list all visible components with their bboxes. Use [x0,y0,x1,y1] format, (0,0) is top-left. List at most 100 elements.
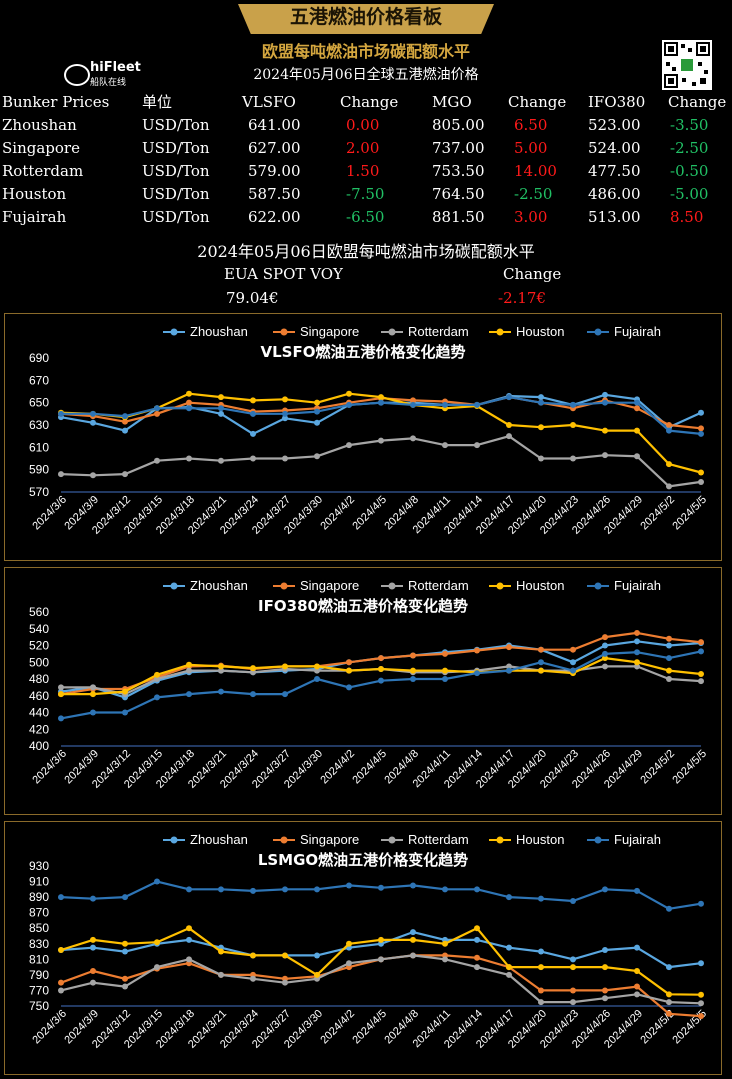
ifo380-change: -0.50 [670,161,709,180]
table-row: Rotterdam USD/Ton 579.00 1.50 753.50 14.… [2,159,728,182]
y-tick-label: 810 [29,952,49,966]
x-tick-label: 2024/5/2 [638,494,677,533]
data-point-houston [250,665,256,672]
data-point-fujairah [634,399,640,406]
data-point-zhoushan [410,929,416,936]
data-point-rotterdam [634,663,640,670]
x-tick-label: 2024/3/6 [30,1008,69,1047]
lsmgo-chart-panel: Zhoushan Singapore Rotterdam Houston Fujaira… [4,821,722,1075]
data-point-zhoushan [602,391,608,398]
data-point-fujairah [410,401,416,408]
data-point-houston [698,670,704,677]
data-point-fujairah [698,900,704,907]
legend-label: Rotterdam [408,578,469,593]
data-point-rotterdam [218,971,224,978]
data-point-zhoushan [634,638,640,645]
y-tick-label: 590 [29,463,49,477]
legend-marker [594,582,602,590]
y-tick-label: 790 [29,968,49,982]
col-header-ifo380-change: Change [668,92,727,111]
board-subtitle: 欧盟每吨燃油市场碳配额水平 [261,42,470,61]
data-point-houston [186,925,192,932]
data-point-houston [570,964,576,971]
data-point-houston [186,661,192,668]
table-row: Singapore USD/Ton 627.00 2.00 737.00 5.0… [2,136,728,159]
data-point-fujairah [410,676,416,682]
y-tick-label: 930 [29,859,49,873]
data-point-singapore [634,629,640,636]
table-header-row: Bunker Prices 单位 VLSFO Change MGO Change… [2,90,728,113]
data-point-rotterdam [218,457,224,464]
data-point-houston [346,667,352,674]
data-point-zhoushan [698,409,704,416]
data-point-rotterdam [538,999,544,1006]
qr-code-icon [662,40,712,90]
data-point-rotterdam [410,952,416,959]
mgo-change: 14.00 [514,161,557,180]
data-point-houston [602,427,608,434]
data-point-rotterdam [154,457,160,464]
vlsfo-price: 627.00 [248,138,301,157]
data-point-rotterdam [282,979,288,986]
vlsfo-change: 0.00 [346,115,380,134]
data-point-fujairah [154,878,160,885]
legend-marker [388,582,396,590]
legend-marker [496,582,504,590]
eua-change-label: Change [503,265,562,283]
data-point-zhoushan [602,947,608,953]
data-point-rotterdam [314,453,320,460]
data-point-singapore [474,954,480,961]
y-tick-label: 460 [29,689,49,703]
lsmgo-chart: Zhoushan Singapore Rotterdam Houston Fujaira… [29,832,709,1051]
series-line-fujairah [60,650,702,720]
data-point-rotterdam [346,960,352,967]
data-point-rotterdam [122,471,128,478]
data-point-fujairah [218,886,224,893]
unit: USD/Ton [142,184,210,203]
data-point-fujairah [186,691,192,698]
data-point-zhoushan [602,642,608,649]
data-point-houston [122,940,128,947]
legend-label: Zhoushan [190,578,248,593]
ship-wheel-icon [64,64,90,86]
vlsfo-change: 1.50 [346,161,380,180]
data-point-houston [218,663,224,670]
y-tick-label: 910 [29,875,49,889]
data-point-singapore [634,983,640,990]
data-point-fujairah [314,408,320,415]
data-point-zhoushan [314,419,320,426]
data-point-fujairah [186,405,192,412]
y-tick-label: 570 [29,485,49,499]
ifo380-chart-panel: Zhoushan Singapore Rotterdam Houston Fujaira… [4,567,722,815]
data-point-fujairah [314,886,320,893]
hifleet-logo: hiFleet 船队在线 [60,60,160,88]
data-point-rotterdam [410,435,416,442]
data-point-fujairah [666,905,672,912]
data-point-rotterdam [378,437,384,444]
data-point-rotterdam [154,964,160,971]
legend-marker [280,836,288,844]
y-tick-label: 750 [29,999,49,1013]
data-point-zhoushan [250,430,256,437]
col-header-mgo-change: Change [508,92,567,111]
data-point-zhoushan [634,944,640,951]
data-point-houston [314,399,320,406]
data-point-fujairah [410,882,416,889]
table-row: Houston USD/Ton 587.50 -7.50 764.50 -2.5… [2,182,728,205]
data-point-fujairah [506,894,512,901]
data-point-rotterdam [58,471,64,478]
data-point-houston [314,971,320,978]
ifo380-price: 486.00 [588,184,641,203]
y-tick-label: 850 [29,921,49,935]
data-point-singapore [90,968,96,974]
data-point-rotterdam [570,455,576,462]
vlsfo-change: -6.50 [346,207,385,226]
data-point-houston [218,948,224,955]
data-point-singapore [602,634,608,641]
data-point-rotterdam [186,667,192,674]
data-point-fujairah [602,886,608,893]
y-tick-label: 770 [29,983,49,997]
x-tick-label: 2024/4/2 [318,1008,357,1047]
data-point-fujairah [506,394,512,401]
data-point-singapore [698,639,704,646]
